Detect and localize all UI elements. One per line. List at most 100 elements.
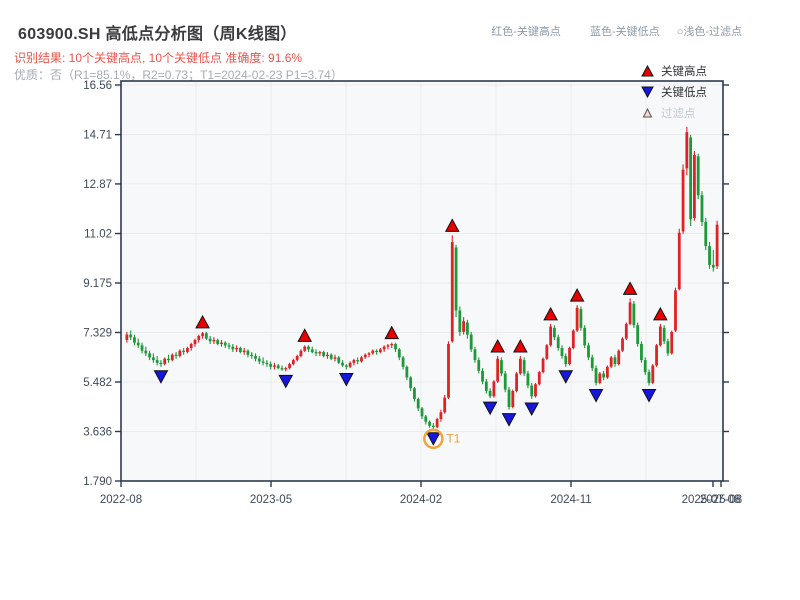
candle-up	[609, 357, 613, 367]
candle-up	[685, 132, 689, 169]
candle-up	[163, 358, 167, 365]
candle-down	[257, 358, 261, 362]
candle-down	[556, 337, 560, 349]
candle-down	[564, 356, 568, 365]
candle-down	[174, 354, 178, 357]
header-legend: 红色-关键高点 蓝色-关键低点 ○浅色-过滤点	[491, 23, 742, 39]
t1-label: T1	[446, 432, 460, 446]
x-tick-label: 2024-02	[400, 494, 442, 506]
candle-down	[144, 350, 148, 354]
key-high-marker	[297, 328, 313, 342]
candle-down	[280, 368, 284, 370]
candle-up	[288, 364, 291, 369]
candle-down	[265, 362, 269, 365]
candle-up	[439, 412, 443, 420]
candle-down	[583, 327, 587, 346]
candle-up	[295, 356, 299, 361]
candle-down	[307, 346, 310, 350]
candle-up	[515, 373, 518, 391]
candle-down	[341, 362, 344, 366]
candle-down	[640, 343, 643, 361]
candle-down	[704, 222, 708, 247]
candle-down	[613, 357, 617, 365]
candle-down	[420, 408, 424, 417]
key-high-marker	[490, 339, 506, 353]
candle-down	[269, 364, 273, 367]
candle-up	[655, 345, 658, 366]
candle-down	[560, 348, 564, 357]
candle-up	[348, 362, 352, 367]
candle-up	[201, 333, 204, 336]
page-title: 603900.SH 高低点分析图（周K线图）	[18, 26, 297, 43]
candle-up	[518, 358, 522, 374]
key-high-marker	[384, 325, 400, 340]
candle-down	[204, 333, 208, 339]
candle-up	[537, 372, 541, 385]
candle-down	[133, 337, 136, 343]
candle-up	[447, 343, 450, 398]
candle-down	[522, 360, 526, 374]
candle-up	[189, 343, 193, 349]
key-high-marker	[195, 314, 210, 329]
candle-down	[223, 342, 227, 346]
candle-down	[227, 345, 231, 347]
x-tick-label: 2023-05	[250, 494, 292, 506]
candle-up	[242, 350, 246, 353]
key-low-marker	[278, 374, 294, 389]
candle-down	[182, 350, 186, 353]
candle-down	[700, 195, 704, 223]
plot-border	[120, 80, 724, 482]
candle-up	[674, 290, 677, 331]
candle-up	[170, 354, 174, 361]
candle-down	[216, 339, 220, 344]
candle-down	[711, 264, 715, 268]
key-high-marker	[622, 281, 638, 295]
candle-up	[435, 419, 439, 428]
candle-up	[715, 224, 719, 267]
candle-down	[481, 370, 484, 382]
candle-down	[473, 349, 477, 361]
candle-up	[568, 348, 571, 365]
candle-down	[530, 385, 534, 397]
t1-circle-marker	[423, 428, 444, 449]
quality-metrics-text: 优质：否（R1=85.1%，R2=0.73；T1=2024-02-23 P1=3…	[14, 68, 343, 82]
candle-down	[356, 360, 360, 362]
y-tick-label: 16.56	[83, 80, 112, 92]
candle-down	[246, 350, 250, 355]
candle-up	[382, 346, 386, 350]
candle-up	[333, 357, 337, 359]
candle-down	[708, 246, 711, 265]
x-end-date-label: 2025-07-08	[682, 494, 741, 506]
candle-down	[159, 362, 163, 365]
candle-up	[450, 242, 454, 342]
recognition-result-text: 识别结果: 10个关键高点, 10个关键低点 准确度: 91.6%	[14, 51, 303, 65]
candle-down	[344, 365, 348, 367]
candle-up	[693, 154, 696, 218]
candle-up	[541, 358, 545, 373]
candle-down	[394, 343, 397, 350]
candle-down	[416, 398, 420, 409]
candle-up	[677, 232, 681, 290]
candle-up	[390, 343, 394, 346]
legend-label-key-high: 关键高点	[661, 65, 707, 78]
y-tick-label: 9.175	[83, 278, 112, 290]
key-low-marker	[524, 402, 540, 417]
candle-up	[605, 366, 609, 378]
y-tick-label: 3.636	[83, 427, 112, 439]
key-low-marker	[641, 389, 657, 403]
candle-up	[681, 169, 685, 232]
candle-down	[594, 368, 598, 383]
candle-down	[587, 345, 590, 358]
candle-up	[371, 350, 375, 354]
candle-up	[378, 349, 382, 353]
candle-down	[129, 334, 133, 338]
candle-down	[148, 353, 151, 358]
candle-down	[405, 366, 409, 378]
key-low-marker	[153, 370, 169, 384]
candle-down	[261, 361, 265, 363]
plot-area	[121, 81, 723, 481]
candle-down	[643, 360, 647, 373]
y-tick-label: 11.02	[84, 229, 112, 241]
